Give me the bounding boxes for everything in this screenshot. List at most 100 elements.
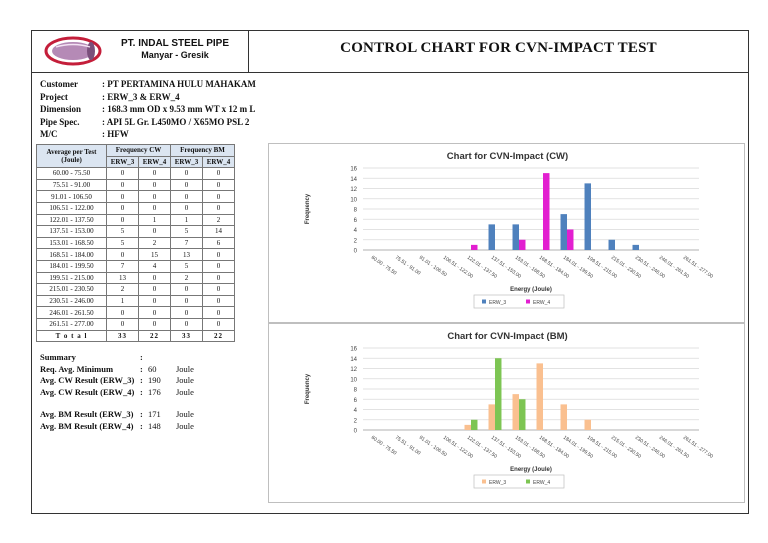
total-cell: 33 (170, 329, 203, 343)
total-label: T o t a l (36, 329, 107, 343)
bm-erw4-cell: 0 (202, 167, 235, 180)
table-row: 91.01 - 106.50 0 0 0 0 (36, 190, 235, 203)
bm-erw3-cell: 0 (170, 294, 203, 308)
summary-row: Avg. CW Result (ERW_4):176 Joule (40, 387, 194, 399)
report-frame (31, 30, 749, 514)
logo-pipe (52, 42, 94, 60)
table-row: 106.51 - 122.00 0 0 0 0 (36, 201, 235, 215)
y-tick-label: 10 (350, 197, 357, 203)
summary-unit: Joule (176, 375, 194, 385)
table-row: 246.01 - 261.50 0 0 0 0 (36, 306, 235, 319)
cw-erw3-cell: 0 (106, 248, 139, 261)
company-block: PT. INDAL STEEL PIPE Manyar - Gresik (102, 38, 248, 60)
table-row: 230.51 - 246.00 1 0 0 0 (36, 294, 235, 308)
bm-chart: Chart for CVN-Impact (BM) 0 2 4 6 8 10 12 14 16 Fr… (305, 331, 714, 489)
bm-erw4-cell: 0 (202, 259, 235, 273)
legend-label: ERW_4 (533, 480, 550, 486)
info-value: : PT PERTAMINA HULU MAHAKAM (102, 79, 256, 89)
bar-erw3-10 (608, 239, 615, 250)
info-value: : ERW_3 & ERW_4 (102, 91, 180, 102)
bar-erw3-9 (584, 183, 591, 250)
y-tick-label: 14 (350, 177, 357, 183)
summary-colon: : (140, 386, 143, 397)
summary-colon: : (140, 375, 143, 385)
summary-value: 190 (148, 375, 161, 385)
x-tick-label: 75.51 - 91.00 (394, 435, 422, 457)
bm-erw4-cell: 6 (202, 236, 235, 250)
summary-value: 176 (148, 386, 161, 397)
bm-erw3-cell: 0 (170, 306, 203, 319)
bar-erw4-6 (519, 239, 526, 250)
logo-shine (55, 43, 91, 48)
cw-erw4-cell: 0 (138, 294, 171, 308)
range-cell: 153.01 - 168.50 (36, 236, 107, 250)
header-cw-erw4: ERW_4 (138, 155, 171, 169)
summary-label: Avg. BM Result (ERW_3) (40, 409, 134, 419)
summary-heading-colon: : (140, 352, 143, 362)
legend-swatch (482, 479, 486, 484)
info-label: Customer (40, 79, 78, 89)
summary-label: Avg. CW Result (ERW_3) (40, 375, 135, 385)
summary-unit: Joule (176, 363, 194, 374)
summary-heading-row: Summary : (40, 352, 194, 364)
bm-erw3-cell: 0 (170, 178, 203, 192)
y-tick-label: 8 (354, 388, 358, 394)
header-divider (31, 72, 749, 73)
y-tick-label: 0 (354, 429, 358, 435)
bm-erw3-cell: 0 (170, 190, 203, 203)
info-row-pipe-spec: Pipe Spec.: API 5L Gr. L450MO / X65MO PS… (40, 116, 256, 129)
legend-swatch (526, 299, 530, 304)
info-row-customer: Customer : PT PERTAMINA HULU MAHAKAM (40, 78, 256, 91)
table-row: 75.51 - 91.00 0 0 0 0 (36, 178, 235, 192)
bar-erw3-5 (488, 224, 495, 250)
company-location: Manyar - Gresik (141, 50, 209, 60)
project-info: Customer : PT PERTAMINA HULU MAHAKAM Proj… (40, 78, 256, 141)
bm-erw4-cell: 0 (202, 271, 235, 285)
info-row-project: Project: ERW_3 & ERW_4 (40, 91, 256, 104)
bm-erw4-cell: 0 (202, 190, 235, 203)
summary-unit: Joule (176, 409, 194, 419)
total-cell: 22 (202, 329, 235, 343)
bm-chart-panel: Chart for CVN-Impact (BM) 0 2 4 6 8 10 12 14 16 Fr… (268, 323, 745, 503)
cw-erw3-cell: 0 (106, 213, 139, 227)
cw-erw4-cell: 0 (138, 271, 171, 285)
info-row-dimension: Dimension: 168.3 mm OD x 9.53 mm WT x 12… (40, 103, 256, 116)
bm-erw3-cell: 5 (170, 259, 203, 273)
y-tick-label: 10 (350, 377, 357, 383)
cw-erw4-cell: 0 (138, 201, 171, 215)
bm-erw3-cell: 5 (170, 225, 203, 238)
summary-heading: Summary (40, 352, 76, 362)
bar-erw3-5 (488, 404, 495, 430)
y-axis-label: Frequency (305, 193, 311, 224)
bar-erw4-7 (543, 173, 550, 250)
cw-erw3-cell: 0 (106, 201, 139, 215)
cw-erw4-cell: 0 (138, 306, 171, 319)
legend-box (473, 474, 565, 489)
summary-unit: Joule (176, 420, 194, 431)
range-cell: 75.51 - 91.00 (36, 178, 107, 192)
info-label: Dimension (40, 104, 82, 115)
summary-row: Avg. BM Result (ERW_3):171 Joule (40, 409, 194, 421)
range-cell: 215.01 - 230.50 (36, 283, 107, 296)
bm-erw4-cell: 0 (202, 201, 235, 215)
cw-erw3-cell: 1 (106, 294, 139, 308)
y-axis-label: Frequency (305, 373, 311, 404)
page-title: CONTROL CHART FOR CVN-IMPACT TEST (340, 40, 657, 56)
bar-erw3-8 (560, 214, 567, 250)
y-tick-label: 16 (350, 167, 357, 173)
cw-erw3-cell: 2 (106, 283, 139, 296)
x-tick-label: 60.00 - 75.50 (370, 435, 398, 457)
legend-swatch (526, 479, 530, 484)
summary-row: Avg. BM Result (ERW_4):148 Joule (40, 421, 194, 433)
bar-erw4-6 (519, 399, 526, 430)
cw-erw4-cell: 0 (138, 190, 171, 203)
header-split (248, 30, 249, 72)
table-total-row: T o t a l 33 22 33 22 (36, 329, 235, 343)
cw-chart: Chart for CVN-Impact (CW) 0 2 4 6 8 10 12 14 16 Fr… (305, 151, 714, 309)
y-tick-label: 12 (350, 187, 357, 193)
summary-colon: : (140, 409, 143, 419)
range-cell: 106.51 - 122.00 (36, 201, 107, 215)
total-cell: 33 (106, 329, 139, 343)
bm-erw3-cell: 13 (170, 248, 203, 261)
cw-erw3-cell: 5 (106, 236, 139, 250)
